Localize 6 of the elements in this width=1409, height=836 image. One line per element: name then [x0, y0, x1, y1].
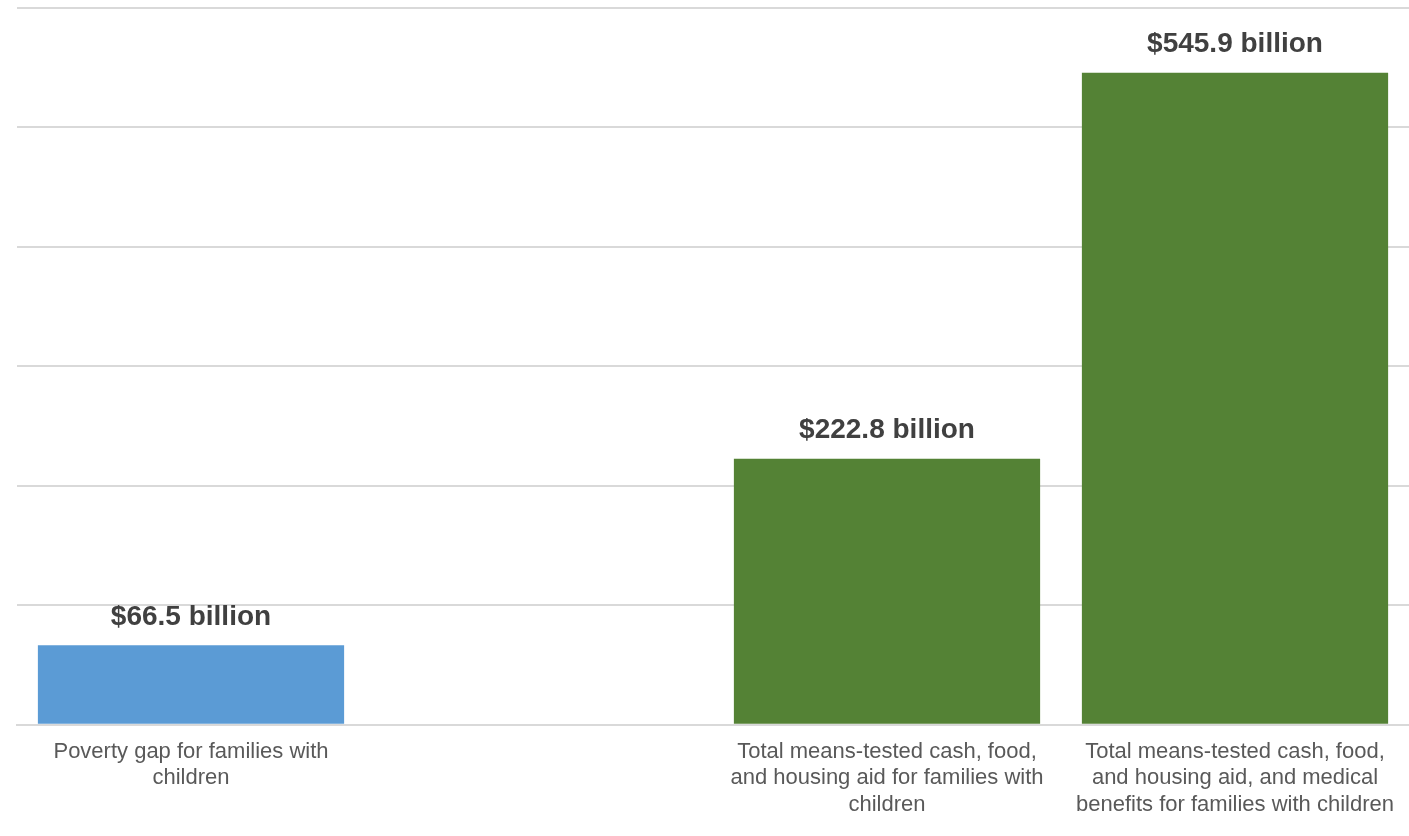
x-tick-label: Total means-tested cash, food, and housing aid, and medical benefits for families with children — [1076, 738, 1394, 816]
data-label: $222.8 billion — [799, 413, 975, 445]
x-tick-label: Total means-tested cash, food, and housing aid for families with children — [730, 738, 1044, 816]
data-label: $66.5 billion — [110, 600, 272, 632]
data-label: $545.9 billion — [1147, 27, 1323, 59]
x-tick-label: Poverty gap for families with children — [53, 738, 329, 790]
